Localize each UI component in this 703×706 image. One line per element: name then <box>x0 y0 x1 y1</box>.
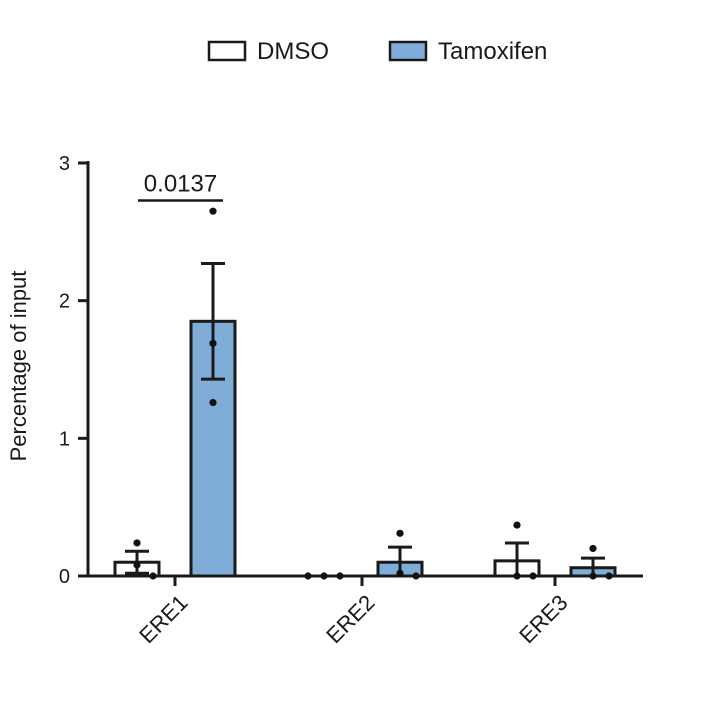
x-tick-label: ERE1 <box>134 590 192 648</box>
data-point <box>529 572 537 580</box>
legend-label-dmso: DMSO <box>257 38 329 65</box>
y-axis-label: Percentage of input <box>6 271 31 462</box>
data-point <box>320 572 328 580</box>
data-point <box>304 572 312 580</box>
data-point <box>589 572 597 580</box>
plot-area: 0.0137 <box>113 171 617 580</box>
x-tick-label: ERE2 <box>321 590 379 648</box>
data-point <box>589 544 597 553</box>
y-tick-label: 1 <box>59 428 70 450</box>
y-tick-label: 0 <box>59 566 70 588</box>
p-value-label: 0.0137 <box>144 171 217 198</box>
y-tick-label: 2 <box>59 291 70 313</box>
data-point <box>209 339 217 347</box>
legend: DMSO Tamoxifen <box>207 38 547 65</box>
data-point <box>133 561 141 569</box>
data-point <box>605 572 613 580</box>
data-point <box>133 539 141 547</box>
legend-label-tamoxifen: Tamoxifen <box>438 38 547 65</box>
data-point <box>209 207 217 215</box>
data-point <box>396 569 404 577</box>
data-point <box>336 572 344 580</box>
data-point <box>513 521 521 529</box>
legend-swatch-dmso <box>207 40 247 62</box>
data-point <box>149 572 157 580</box>
y-tick-label: 3 <box>59 153 70 175</box>
data-point <box>396 529 404 537</box>
data-point <box>513 572 521 580</box>
x-tick-label: ERE3 <box>514 590 572 648</box>
data-point <box>209 398 217 407</box>
legend-swatch-tamoxifen <box>388 40 428 62</box>
data-point <box>412 572 420 580</box>
